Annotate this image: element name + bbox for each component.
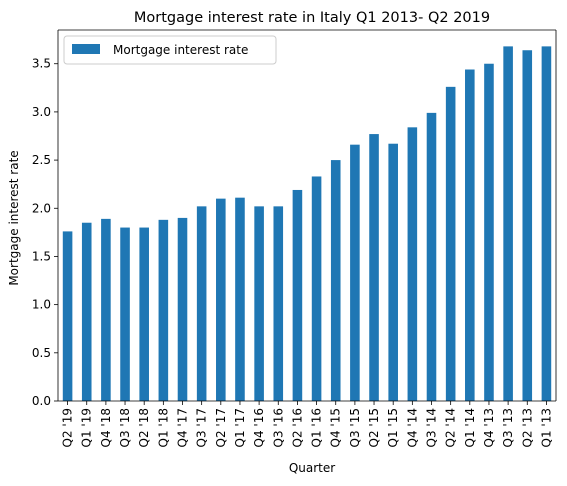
legend: Mortgage interest rate <box>63 35 277 65</box>
bar <box>330 160 341 401</box>
x-tick-label: Q4 '14 <box>405 408 419 447</box>
bar <box>81 222 92 401</box>
x-tick-label: Q4 '15 <box>329 408 343 447</box>
bar <box>407 127 418 401</box>
bar <box>139 227 149 401</box>
x-axis-ticks: Q2 '19 Q1 '19 Q4 '18 Q3 '18 Q2 '18 Q1 '18 Q4 '… <box>61 401 553 447</box>
x-tick-label: Q2 '16 <box>290 408 304 447</box>
bar <box>426 112 437 402</box>
x-tick-label: Q1 '18 <box>156 408 170 447</box>
bar <box>196 206 207 401</box>
x-tick-label: Q2 '14 <box>444 408 458 447</box>
y-tick-label: 3.5 <box>32 57 51 71</box>
x-tick-label: Q1 '17 <box>233 408 247 447</box>
bar <box>311 176 322 401</box>
bar <box>216 198 226 401</box>
bar <box>484 63 494 401</box>
legend-label: Mortgage interest rate <box>113 43 248 57</box>
y-axis-ticks: 0.0 0.5 1.0 1.5 2.0 2.5 3.0 3.5 <box>32 57 58 408</box>
x-tick-label: Q4 '17 <box>176 408 190 447</box>
bar <box>101 218 111 401</box>
bar <box>445 86 456 401</box>
bar <box>350 144 360 402</box>
bar <box>235 197 245 401</box>
bar <box>465 69 475 401</box>
bar <box>541 46 552 401</box>
bar <box>388 143 398 401</box>
x-tick-label: Q1 '13 <box>539 408 553 447</box>
bar <box>292 189 303 401</box>
y-axis-label: Mortgage interest rate <box>7 150 21 285</box>
x-tick-label: Q1 '14 <box>463 408 477 447</box>
x-axis-label: Quarter <box>289 461 335 475</box>
x-tick-label: Q1 '19 <box>80 408 94 447</box>
y-tick-label: 0.5 <box>32 346 51 360</box>
x-tick-label: Q4 '16 <box>252 408 266 447</box>
x-tick-label: Q2 '17 <box>214 408 228 447</box>
y-tick-label: 0.0 <box>32 394 51 408</box>
x-tick-label: Q3 '16 <box>271 408 285 447</box>
x-tick-label: Q2 '13 <box>520 408 534 447</box>
y-tick-label: 1.0 <box>32 298 51 312</box>
bar <box>177 217 188 401</box>
x-tick-label: Q3 '13 <box>501 408 515 447</box>
bar <box>62 231 73 401</box>
bar <box>158 219 169 401</box>
bar <box>522 50 533 402</box>
x-tick-label: Q3 '18 <box>118 408 132 447</box>
bar <box>369 134 379 401</box>
chart-title: Mortgage interest rate in Italy Q1 2013-… <box>134 10 490 26</box>
x-tick-label: Q2 '15 <box>367 408 381 447</box>
x-tick-label: Q1 '15 <box>386 408 400 447</box>
bar <box>254 206 264 401</box>
x-tick-label: Q1 '16 <box>310 408 324 447</box>
x-tick-label: Q4 '13 <box>482 408 496 447</box>
y-tick-label: 2.5 <box>32 153 51 167</box>
bar <box>120 227 130 401</box>
x-tick-label: Q2 '19 <box>61 408 75 447</box>
bars-group <box>62 46 552 402</box>
x-tick-label: Q3 '15 <box>348 408 362 447</box>
y-tick-label: 1.5 <box>32 249 51 263</box>
legend-swatch <box>72 44 100 54</box>
x-tick-label: Q4 '18 <box>99 408 113 447</box>
x-tick-label: Q3 '17 <box>195 408 209 447</box>
bar <box>273 206 284 401</box>
x-tick-label: Q3 '14 <box>425 408 439 447</box>
legend-box <box>63 35 277 65</box>
bar <box>503 46 513 401</box>
y-tick-label: 3.0 <box>32 105 51 119</box>
y-tick-label: 2.0 <box>32 201 51 215</box>
x-tick-label: Q2 '18 <box>137 408 151 447</box>
